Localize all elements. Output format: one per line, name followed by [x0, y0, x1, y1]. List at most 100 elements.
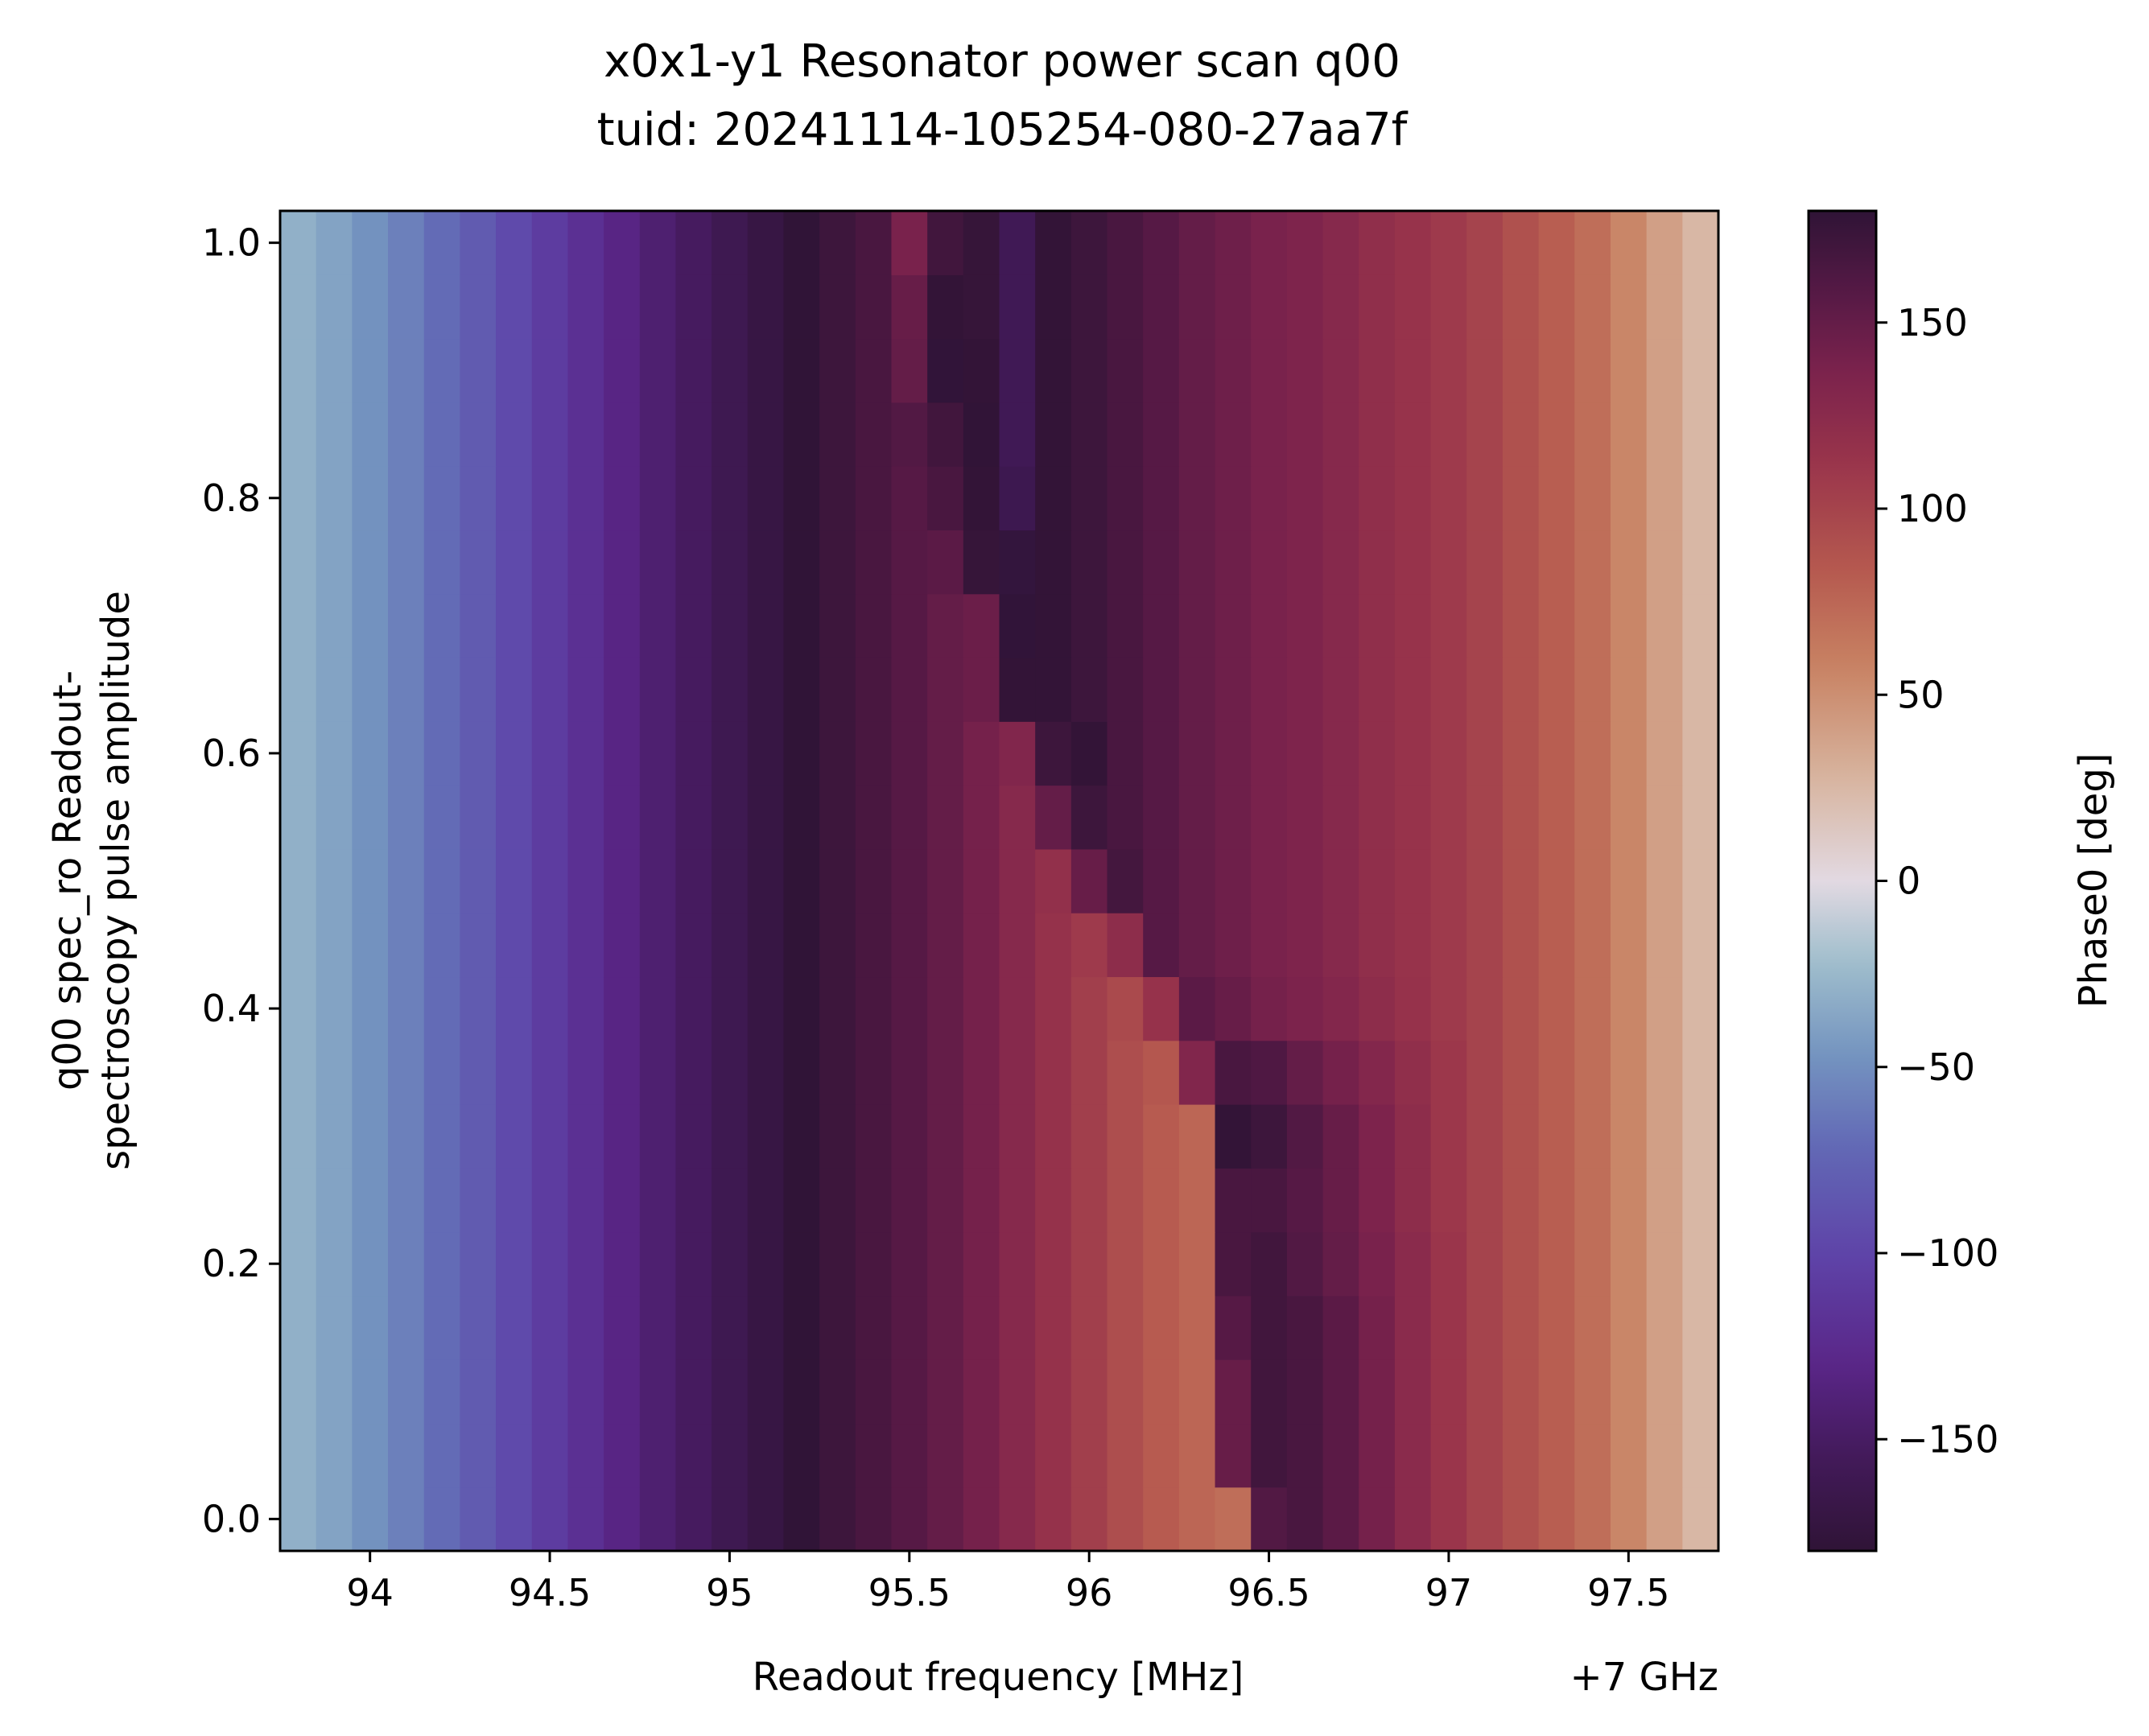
heatmap-cell	[1215, 1423, 1252, 1488]
heatmap-cell	[1646, 1040, 1683, 1105]
heatmap-cell	[1646, 848, 1683, 913]
heatmap-cell	[1251, 530, 1288, 595]
heatmap-cell	[1251, 1040, 1288, 1105]
heatmap-cell	[1466, 466, 1503, 531]
heatmap-cell	[1035, 1295, 1072, 1360]
heatmap-cell	[1610, 721, 1648, 786]
heatmap-cell	[567, 402, 604, 467]
heatmap-cell	[855, 211, 893, 275]
heatmap-cell	[1178, 1423, 1216, 1488]
heatmap-cell	[460, 1168, 497, 1233]
heatmap-cell	[1502, 593, 1540, 658]
heatmap-cell	[352, 848, 389, 913]
heatmap-cell	[1574, 913, 1611, 978]
heatmap-cell	[1107, 721, 1144, 786]
heatmap-cell	[1178, 1231, 1216, 1297]
heatmap-cell	[1035, 1487, 1072, 1552]
heatmap-cell	[388, 658, 425, 722]
heatmap-cell	[747, 1231, 785, 1297]
heatmap-cell	[712, 1231, 749, 1297]
heatmap-cell	[567, 1295, 604, 1360]
heatmap-cell	[1251, 1168, 1288, 1233]
heatmap-cell	[1178, 785, 1216, 850]
heatmap-cell	[604, 1423, 641, 1488]
y-axis-label-line-2: spectroscopy pulse amplitude	[93, 591, 138, 1170]
heatmap-cell	[675, 658, 712, 722]
heatmap-cell	[352, 1231, 389, 1297]
heatmap-cell	[855, 1487, 893, 1552]
heatmap-cell	[352, 1423, 389, 1488]
heatmap-cell	[1574, 658, 1611, 722]
heatmap-cell	[388, 721, 425, 786]
heatmap-cell	[604, 976, 641, 1041]
heatmap-cell	[891, 211, 928, 275]
heatmap-cell	[1070, 593, 1108, 658]
heatmap-cell	[1178, 274, 1216, 340]
colorbar-label: Phase0 [deg]	[2071, 753, 2116, 1008]
heatmap-cell	[496, 1104, 533, 1169]
heatmap-cell	[1502, 1295, 1540, 1360]
heatmap-cell	[1502, 1423, 1540, 1488]
heatmap-cell	[1178, 211, 1216, 275]
heatmap-cell	[352, 211, 389, 275]
heatmap-cell	[1359, 338, 1396, 403]
heatmap-cell	[1430, 1231, 1467, 1297]
heatmap-cell	[963, 976, 1000, 1041]
heatmap-cell	[280, 466, 317, 531]
heatmap-cell	[1574, 1359, 1611, 1425]
heatmap-cell	[531, 530, 568, 595]
heatmap-cell	[1107, 338, 1144, 403]
y-tick-label: 0.0	[202, 1497, 261, 1540]
heatmap-cell	[1359, 1168, 1396, 1233]
heatmap-cell	[1682, 338, 1719, 403]
heatmap-cell	[1322, 1104, 1359, 1169]
heatmap-cell	[1646, 466, 1683, 531]
heatmap-cell	[927, 1104, 964, 1169]
heatmap-cell	[1359, 976, 1396, 1041]
heatmap-cell	[423, 593, 460, 658]
heatmap-cell	[747, 785, 785, 850]
heatmap-cell	[1322, 848, 1359, 913]
heatmap-cell	[891, 785, 928, 850]
heatmap-cell	[1286, 658, 1324, 722]
heatmap-cell	[496, 658, 533, 722]
heatmap-cell	[819, 402, 856, 467]
heatmap-cell	[1466, 721, 1503, 786]
heatmap-cell	[567, 976, 604, 1041]
heatmap-cell	[963, 1168, 1000, 1233]
heatmap-cell	[747, 466, 785, 531]
heatmap-cell	[927, 338, 964, 403]
heatmap-cell	[531, 274, 568, 340]
heatmap-cell	[675, 1359, 712, 1425]
heatmap-cell	[1610, 593, 1648, 658]
heatmap-cell	[1107, 1104, 1144, 1169]
heatmap-cell	[819, 1359, 856, 1425]
heatmap-cell	[316, 402, 353, 467]
heatmap-cell	[423, 1104, 460, 1169]
heatmap-cell	[423, 466, 460, 531]
heatmap-cell	[460, 402, 497, 467]
heatmap-cell	[1251, 593, 1288, 658]
heatmap-cell	[280, 785, 317, 850]
heatmap-cell	[1466, 530, 1503, 595]
y-tick-label: 1.0	[202, 221, 261, 265]
heatmap-cell	[496, 338, 533, 403]
heatmap-cell	[460, 1104, 497, 1169]
heatmap-cell	[1215, 1231, 1252, 1297]
heatmap-cell	[1574, 1168, 1611, 1233]
heatmap-cell	[1107, 530, 1144, 595]
heatmap-cell	[1107, 1231, 1144, 1297]
heatmap-cell	[675, 1487, 712, 1552]
heatmap-cell	[891, 338, 928, 403]
heatmap-cell	[891, 402, 928, 467]
heatmap-cell	[531, 1487, 568, 1552]
heatmap-cell	[280, 402, 317, 467]
heatmap-cell	[891, 1168, 928, 1233]
heatmap-cell	[1143, 785, 1180, 850]
heatmap-cell	[1610, 1104, 1648, 1169]
heatmap-cell	[1143, 848, 1180, 913]
heatmap-cell	[963, 848, 1000, 913]
heatmap-cell	[567, 913, 604, 978]
heatmap-cell	[1538, 1168, 1575, 1233]
heatmap-cell	[747, 1359, 785, 1425]
